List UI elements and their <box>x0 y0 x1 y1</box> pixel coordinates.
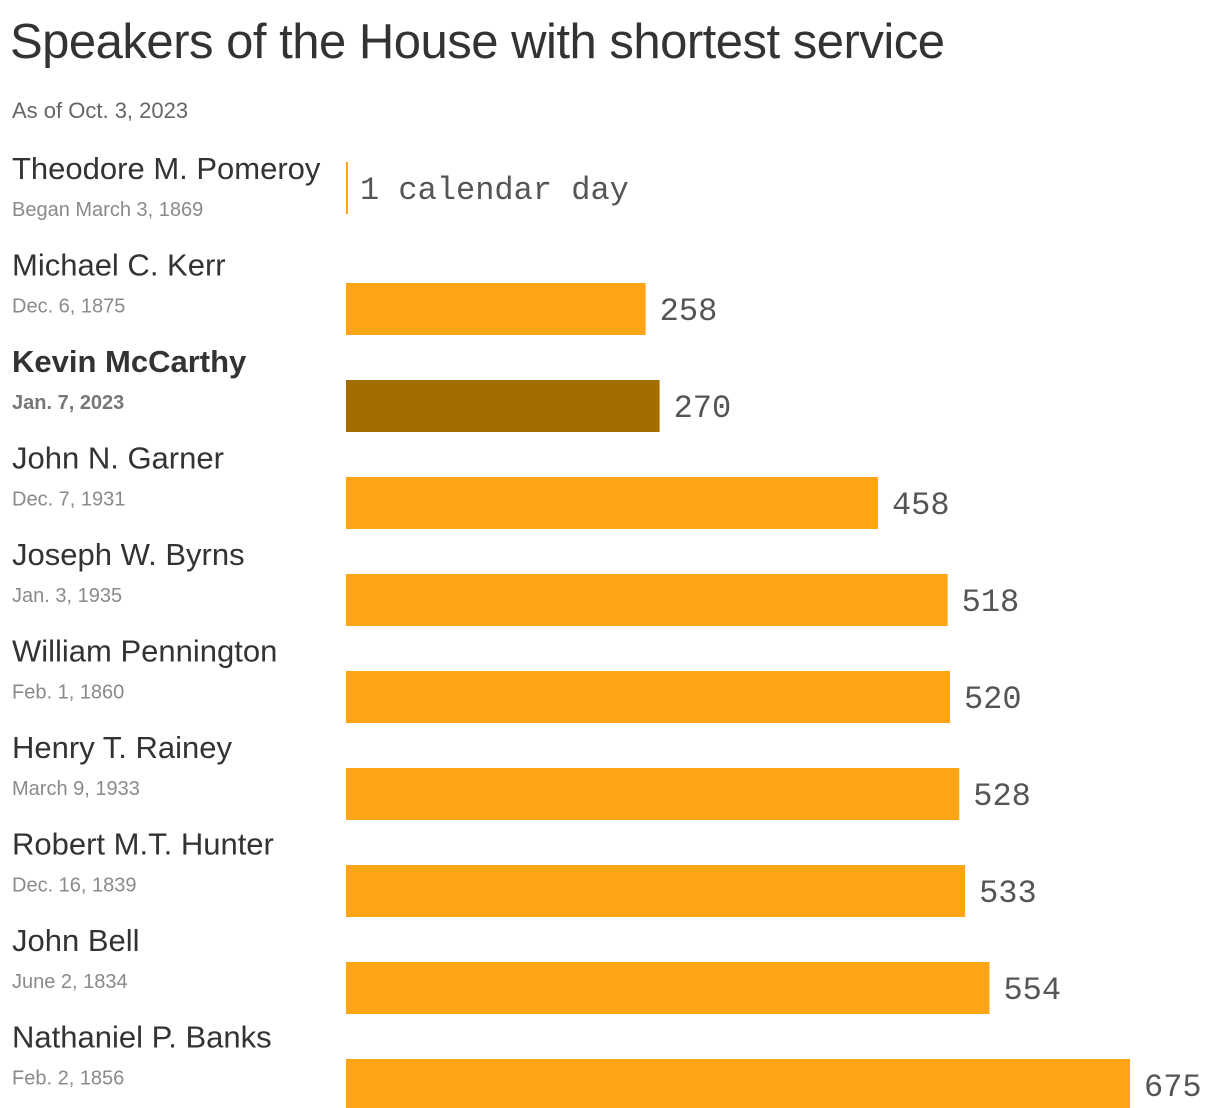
bar-nathaniel-p-banks <box>346 1059 1130 1108</box>
value-label-joseph-w-byrns: 518 <box>962 584 1020 621</box>
category-label-theodore-m-pomeroy: Theodore M. Pomeroy <box>12 151 321 186</box>
value-label-william-pennington: 520 <box>964 681 1022 718</box>
bar-theodore-m-pomeroy <box>346 162 348 214</box>
category-label-robert-m-t-hunter: Robert M.T. Hunter <box>12 827 274 862</box>
bar-robert-m-t-hunter <box>346 865 966 917</box>
start-date-label-kevin-mccarthy: Jan. 7, 2023 <box>12 392 124 414</box>
category-label-john-n-garner: John N. Garner <box>12 441 224 476</box>
value-label-theodore-m-pomeroy: 1 calendar day <box>360 172 629 209</box>
value-label-henry-t-rainey: 528 <box>973 778 1031 815</box>
value-label-michael-c-kerr: 258 <box>660 293 718 330</box>
bar-william-pennington <box>346 671 950 723</box>
category-label-michael-c-kerr: Michael C. Kerr <box>12 248 226 283</box>
start-date-label-john-bell: June 2, 1834 <box>12 971 128 993</box>
chart-subtitle: As of Oct. 3, 2023 <box>12 98 189 123</box>
start-date-label-henry-t-rainey: March 9, 1933 <box>12 778 140 800</box>
start-date-label-michael-c-kerr: Dec. 6, 1875 <box>12 296 125 318</box>
start-date-label-robert-m-t-hunter: Dec. 16, 1839 <box>12 875 137 897</box>
bar-john-bell <box>346 962 990 1014</box>
start-date-label-nathaniel-p-banks: Feb. 2, 1856 <box>12 1068 124 1090</box>
category-label-nathaniel-p-banks: Nathaniel P. Banks <box>12 1020 272 1055</box>
category-label-john-bell: John Bell <box>12 923 140 958</box>
category-label-william-pennington: William Pennington <box>12 634 277 669</box>
bar-john-n-garner <box>346 477 878 529</box>
bar-michael-c-kerr <box>346 283 646 335</box>
category-label-joseph-w-byrns: Joseph W. Byrns <box>12 537 245 572</box>
bar-joseph-w-byrns <box>346 574 948 626</box>
start-date-label-theodore-m-pomeroy: Began March 3, 1869 <box>12 199 203 221</box>
bar-henry-t-rainey <box>346 768 960 820</box>
category-label-henry-t-rainey: Henry T. Rainey <box>12 730 232 765</box>
value-label-kevin-mccarthy: 270 <box>674 390 732 427</box>
value-label-robert-m-t-hunter: 533 <box>979 875 1037 912</box>
start-date-label-joseph-w-byrns: Jan. 3, 1935 <box>12 585 122 607</box>
value-label-john-bell: 554 <box>1003 972 1061 1009</box>
category-label-kevin-mccarthy: Kevin McCarthy <box>12 344 247 379</box>
start-date-label-john-n-garner: Dec. 7, 1931 <box>12 489 125 511</box>
start-date-label-william-pennington: Feb. 1, 1860 <box>12 682 124 704</box>
bar-kevin-mccarthy <box>346 380 660 432</box>
value-label-john-n-garner: 458 <box>892 487 950 524</box>
value-label-nathaniel-p-banks: 675 <box>1144 1069 1202 1106</box>
chart-title: Speakers of the House with shortest serv… <box>10 15 945 69</box>
